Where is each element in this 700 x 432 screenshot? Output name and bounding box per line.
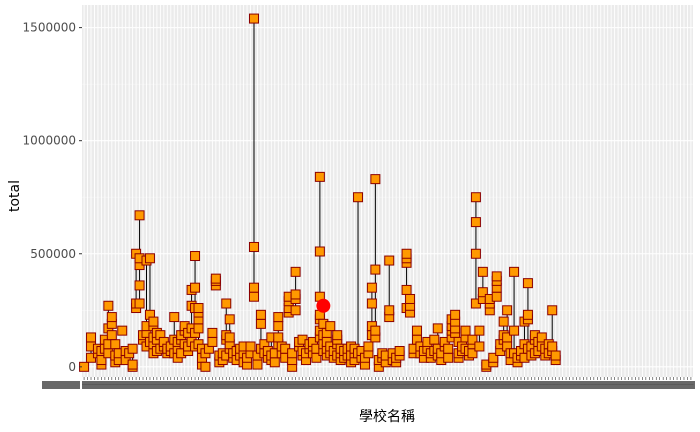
data-point — [134, 298, 145, 309]
x-tick-label-gap — [80, 381, 82, 389]
data-point — [432, 323, 443, 334]
data-point — [366, 298, 377, 309]
data-point — [144, 253, 155, 264]
data-point — [429, 334, 440, 345]
data-point — [450, 309, 461, 320]
data-point — [224, 332, 235, 343]
y-tick-label: 1500000 — [23, 21, 76, 35]
data-point — [269, 357, 280, 368]
data-point — [384, 255, 395, 266]
data-point — [470, 248, 481, 259]
y-axis-title: total — [7, 180, 23, 212]
data-point — [106, 312, 117, 323]
y-tick-label: 500000 — [30, 247, 76, 261]
data-point — [474, 341, 485, 352]
data-point — [384, 305, 395, 316]
data-point — [401, 284, 412, 295]
data-point — [134, 210, 145, 221]
data-point — [148, 316, 159, 327]
data-point — [477, 266, 488, 277]
data-point — [477, 287, 488, 298]
axes: 050000010000001500000一一一一一一一一一一一一一一一一一一一… — [23, 21, 695, 389]
data-point — [193, 303, 204, 314]
data-point — [190, 282, 201, 293]
data-point — [169, 312, 180, 323]
data-point — [210, 273, 221, 284]
data-point — [127, 359, 138, 370]
data-point — [547, 341, 558, 352]
data-point — [314, 171, 325, 182]
data-point — [117, 325, 128, 336]
y-tick-label: 1000000 — [23, 134, 76, 148]
data-point — [248, 13, 259, 24]
data-point — [207, 327, 218, 338]
data-point — [127, 343, 138, 354]
data-point — [273, 332, 284, 343]
data-point — [248, 291, 259, 302]
data-point — [224, 314, 235, 325]
data-point — [491, 271, 502, 282]
data-point — [547, 305, 558, 316]
data-point — [252, 359, 263, 370]
data-point — [394, 345, 405, 356]
data-point — [405, 293, 416, 304]
data-point — [498, 316, 509, 327]
data-point — [370, 325, 381, 336]
data-point — [470, 217, 481, 228]
data-point — [550, 350, 561, 361]
y-tick-label: 0 — [68, 360, 76, 374]
data-point — [273, 312, 284, 323]
highlight-point — [316, 298, 331, 313]
data-point — [370, 264, 381, 275]
data-point — [190, 251, 201, 262]
data-point — [353, 192, 364, 203]
data-point — [363, 341, 374, 352]
data-point — [509, 266, 520, 277]
data-point — [460, 325, 471, 336]
data-point — [255, 309, 266, 320]
data-point — [502, 332, 513, 343]
data-point — [470, 192, 481, 203]
data-point — [443, 352, 454, 363]
data-point — [366, 282, 377, 293]
data-point — [522, 278, 533, 289]
data-point — [411, 325, 422, 336]
x-axis-title: 學校名稱 — [359, 408, 415, 425]
data-point — [110, 339, 121, 350]
data-point — [103, 300, 114, 311]
data-point — [290, 266, 301, 277]
data-point — [502, 305, 513, 316]
data-point — [474, 325, 485, 336]
data-point — [314, 246, 325, 257]
data-point — [273, 321, 284, 332]
x-tick-label-band — [42, 381, 695, 389]
data-point — [106, 330, 117, 341]
data-point — [491, 291, 502, 302]
data-point — [248, 241, 259, 252]
data-point — [488, 352, 499, 363]
data-point — [290, 305, 301, 316]
data-point — [509, 325, 520, 336]
data-point — [443, 343, 454, 354]
data-point — [248, 282, 259, 293]
data-points — [79, 13, 561, 372]
data-point — [332, 330, 343, 341]
data-point — [290, 289, 301, 300]
data-point — [536, 332, 547, 343]
data-point — [207, 336, 218, 347]
data-point — [287, 348, 298, 359]
data-point — [86, 332, 97, 343]
data-point — [255, 318, 266, 329]
data-point — [193, 323, 204, 334]
data-point — [370, 174, 381, 185]
data-point — [221, 298, 232, 309]
data-point — [200, 361, 211, 372]
data-point — [134, 280, 145, 291]
data-point — [325, 321, 336, 332]
data-point — [245, 341, 256, 352]
data-point — [467, 334, 478, 345]
data-point — [401, 248, 412, 259]
data-point — [522, 309, 533, 320]
